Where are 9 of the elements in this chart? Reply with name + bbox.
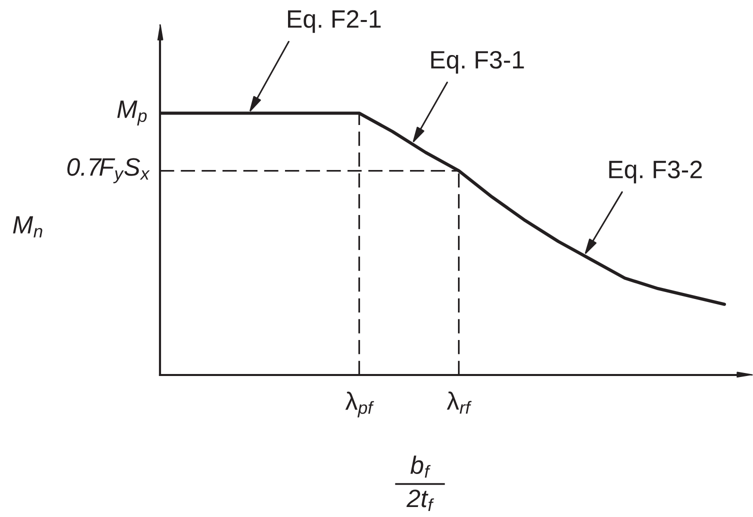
ref-line-label: 0.7F$_{y}$S$_{x}$: [67, 158, 150, 184]
annotation: Eq. F3-2: [609, 160, 702, 184]
text: Eq. F2-1: [288, 10, 381, 33]
x-tick-label: λ$_{pf}$: [345, 392, 374, 418]
x-tick-label: λ$_{rf}$: [446, 392, 472, 414]
x-axis-title: b$_{f}$ 2t$_{f}$: [406, 456, 434, 512]
y-axis-title: M$_{n}$: [13, 216, 42, 238]
text: Eq. F3-1: [431, 50, 524, 74]
text: M$_{p}$: [117, 100, 147, 126]
